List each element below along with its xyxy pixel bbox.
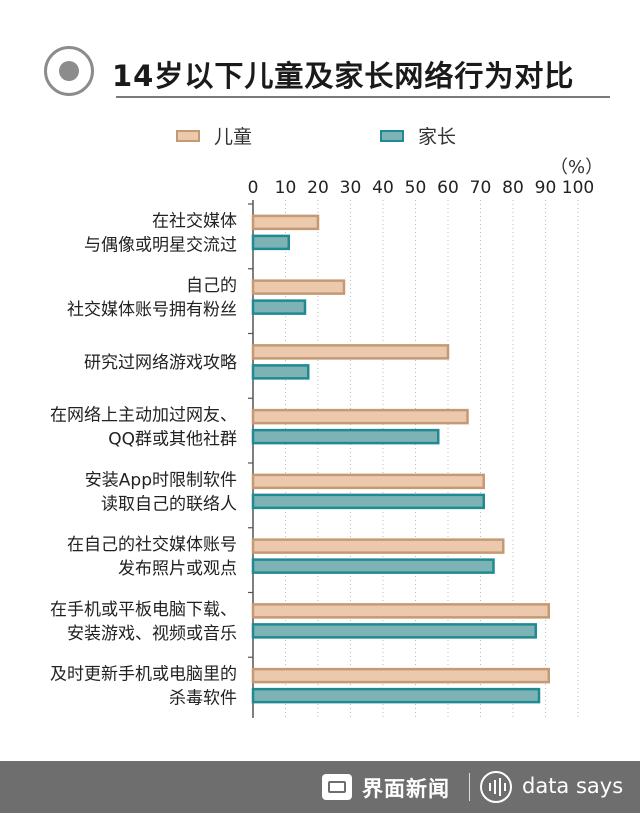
x-tick-label: 60 <box>437 178 459 198</box>
category-label: 与偶像或明星交流过 <box>84 235 237 255</box>
category-label: 读取自己的联络人 <box>101 494 237 514</box>
bar-chart: 0 10 20 30 40 50 60 70 80 90 100 在社交媒体与偶像或明星交流过自己的社… <box>50 178 594 718</box>
title-divider <box>116 96 610 98</box>
x-tick-label: 80 <box>502 178 524 198</box>
bar-parents <box>251 687 541 704</box>
category-label: QQ群或其他社群 <box>108 430 237 450</box>
category-label: 发布照片或观点 <box>118 559 237 579</box>
bar-children <box>251 344 450 360</box>
category-label: 杀毒软件 <box>169 689 237 709</box>
category-label: 研究过网络游戏攻略 <box>84 353 237 373</box>
x-tick-label: 70 <box>470 178 492 198</box>
legend-parents-swatch <box>380 129 404 142</box>
x-tick-label: 90 <box>535 178 557 198</box>
legend-parents: 家长 <box>380 122 456 149</box>
footer-divider <box>469 773 470 801</box>
bar-children <box>251 214 320 231</box>
category-label: 在社交媒体 <box>152 211 237 231</box>
bar-children <box>251 603 550 619</box>
bar-children <box>251 279 346 295</box>
category-label: 在手机或平板电脑下载、 <box>50 600 237 620</box>
x-tick-label: 30 <box>340 178 362 198</box>
bar-children <box>251 667 550 684</box>
legend-parents-label: 家长 <box>418 126 457 148</box>
bar-parents <box>251 234 290 251</box>
bar-parents <box>251 299 307 315</box>
x-tick-label: 100 <box>562 178 594 198</box>
footer: 界面新闻 data says <box>0 761 640 813</box>
category-label: 社交媒体账号拥有粉丝 <box>67 300 237 320</box>
bar-parents <box>251 493 485 510</box>
x-tick-label: 20 <box>307 178 329 198</box>
bar-parents <box>251 623 537 639</box>
category-label: 自己的 <box>186 276 237 296</box>
chart-title: 14岁以下儿童及家长网络行为对比 <box>112 59 575 93</box>
category-label: 安装游戏、视频或音乐 <box>67 624 237 644</box>
jiemian-logo-icon <box>322 774 352 800</box>
category-label: 及时更新手机或电脑里的 <box>50 665 237 685</box>
x-tick-label: 10 <box>275 178 297 198</box>
title-circle-icon <box>44 46 94 96</box>
waveform-icon <box>480 771 512 803</box>
footer-brand: 界面新闻 <box>362 777 450 801</box>
bar-children <box>251 408 469 425</box>
x-tick-label: 50 <box>405 178 427 198</box>
bar-children <box>251 473 485 490</box>
bar-parents <box>251 558 495 574</box>
bar-children <box>251 538 505 554</box>
legend-children-swatch <box>176 129 200 142</box>
category-label: 在自己的社交媒体账号 <box>67 535 237 555</box>
bar-parents <box>251 428 440 445</box>
legend-children-label: 儿童 <box>214 126 253 148</box>
footer-tagline: data says <box>522 774 624 798</box>
unit-label: （%） <box>550 157 604 178</box>
x-tick-label: 40 <box>372 178 394 198</box>
category-label: 在网络上主动加过网友、 <box>50 406 237 426</box>
x-tick-label: 0 <box>248 178 259 198</box>
legend-children: 儿童 <box>176 122 252 149</box>
bar-parents <box>251 364 310 380</box>
category-label: 安装App时限制软件 <box>85 470 237 490</box>
